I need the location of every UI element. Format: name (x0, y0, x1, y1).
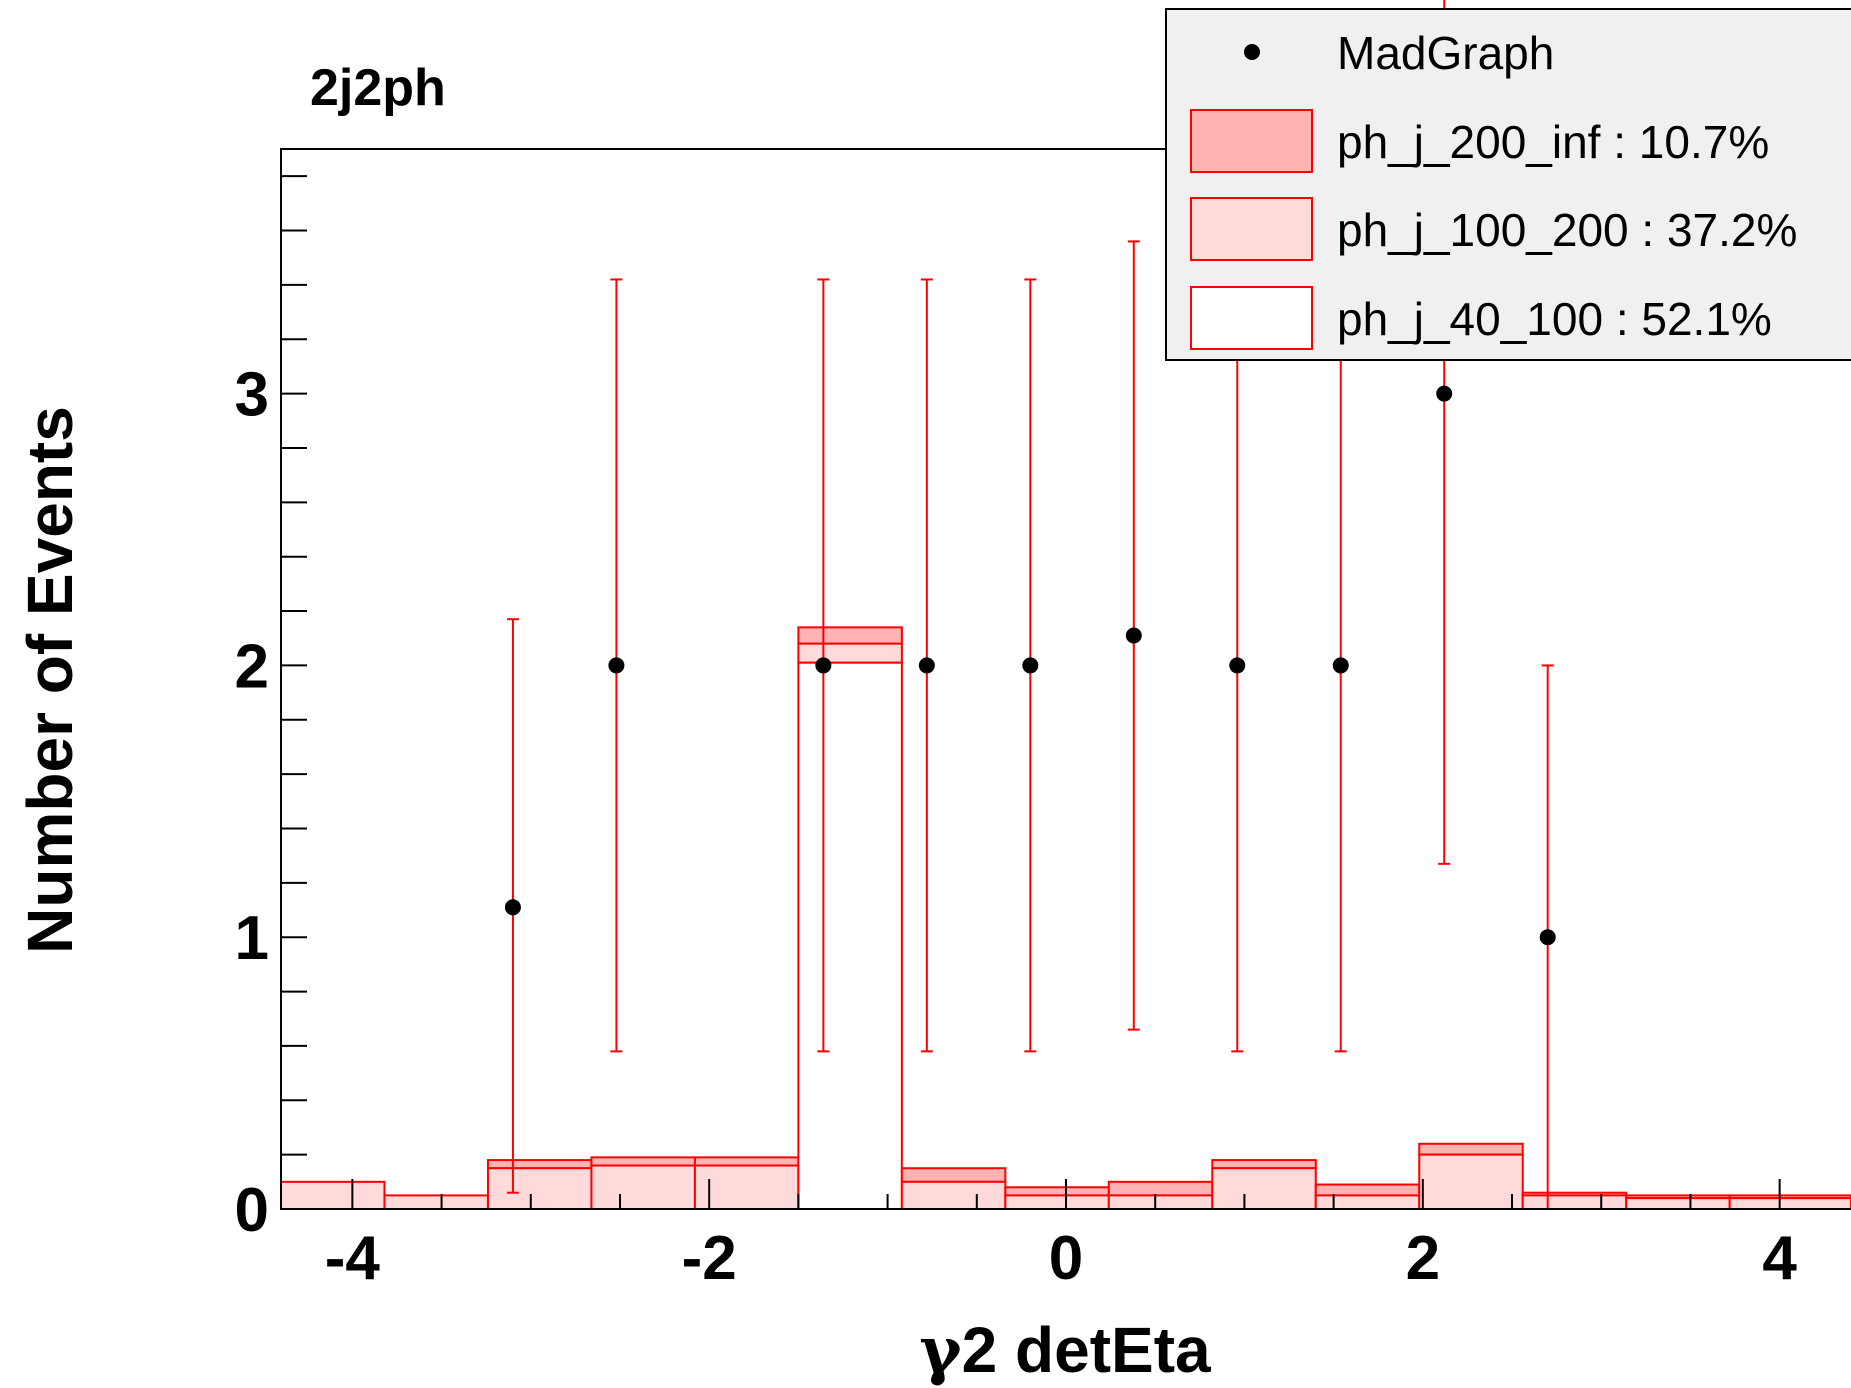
bar-ph-j-100-200 (383, 1194, 489, 1211)
legend-label: ph_j_100_200 : 37.2% (1337, 204, 1797, 256)
plot-frame (280, 148, 1851, 1210)
histogram-layer (280, 626, 1851, 1211)
x-tick-label: -4 (325, 1224, 381, 1293)
bar-ph-j-200-inf (693, 1156, 800, 1167)
legend-label: ph_j_200_inf : 10.7% (1337, 116, 1769, 168)
legend-label: ph_j_40_100 : 52.1% (1337, 293, 1772, 345)
y-tick-label: 2 (235, 632, 269, 701)
data-point (1229, 657, 1246, 674)
x-axis-label: γ2 detEta (919, 1313, 1211, 1388)
bar-ph-j-100-200 (1521, 1194, 1628, 1211)
x-tick-label: -2 (682, 1224, 737, 1293)
bar-ph-j-100-200 (693, 1164, 800, 1210)
data-point (1022, 657, 1039, 674)
bar-ph-j-100-200 (1314, 1194, 1421, 1211)
y-axis-label: Number of Events (14, 406, 86, 954)
bar-ph-j-100-200 (900, 1180, 1007, 1211)
bar-ph-j-100-200 (280, 1180, 386, 1211)
bar-ph-j-200-inf (1211, 1159, 1317, 1170)
bar-ph-j-40-100 (797, 661, 903, 1210)
x-axis-label-symbol: γ (919, 1313, 962, 1388)
legend-marker-madgraph (1244, 44, 1260, 60)
bar-ph-j-100-200 (1107, 1194, 1214, 1211)
bar-ph-j-200-inf (1418, 1142, 1524, 1156)
data-point (504, 899, 521, 916)
axes: 0 1 2 3 -4 -2 0 2 4 (235, 148, 1851, 1293)
bar-ph-j-200-inf (1107, 1180, 1214, 1197)
y-tick-label: 1 (235, 904, 269, 973)
bar-ph-j-200-inf (797, 626, 903, 645)
bar-ph-j-100-200 (590, 1164, 696, 1210)
data-point (608, 657, 625, 674)
bar-ph-j-100-200 (1004, 1194, 1110, 1211)
y-tick-label: 0 (235, 1176, 269, 1245)
legend-swatch (1190, 286, 1313, 350)
x-tick-label: 0 (1049, 1224, 1083, 1293)
data-point (815, 657, 832, 674)
legend: MadGraph ph_j_200_inf : 10.7% ph_j_100_200… (1165, 8, 1851, 361)
data-point (1332, 657, 1349, 674)
bar-ph-j-100-200 (797, 642, 903, 664)
legend-swatch (1190, 109, 1313, 173)
bar-ph-j-200-inf (900, 1167, 1007, 1183)
x-tick-label: 4 (1762, 1224, 1797, 1293)
y-tick-label: 3 (235, 361, 269, 430)
bar-ph-j-100-200 (1418, 1153, 1524, 1210)
bar-ph-j-200-inf (486, 1159, 593, 1170)
x-axis-label-text: 2 detEta (962, 1314, 1211, 1386)
data-point (1125, 627, 1142, 644)
bar-ph-j-200-inf (1004, 1186, 1110, 1197)
data-point (1436, 385, 1453, 402)
data-point (1539, 929, 1556, 946)
bar-ph-j-100-200 (1728, 1197, 1851, 1210)
chart-title: 2j2ph (310, 59, 446, 117)
data-point (918, 657, 935, 674)
bar-ph-j-100-200 (1625, 1197, 1731, 1210)
legend-swatch (1190, 197, 1313, 261)
bar-ph-j-200-inf (590, 1156, 696, 1167)
bar-ph-j-100-200 (1211, 1167, 1317, 1210)
bar-ph-j-100-200 (486, 1167, 593, 1210)
x-tick-label: 2 (1406, 1224, 1440, 1293)
legend-label: MadGraph (1337, 27, 1554, 79)
bar-ph-j-200-inf (1314, 1183, 1421, 1197)
